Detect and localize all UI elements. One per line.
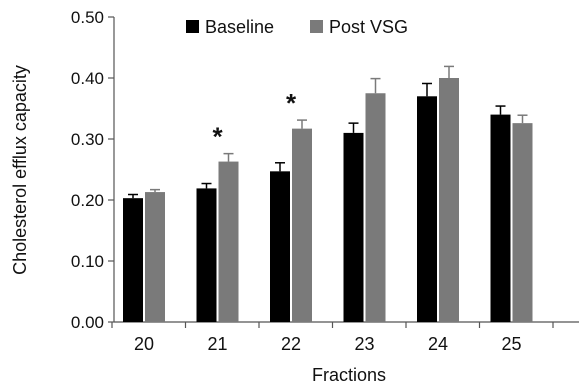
bars <box>123 65 533 322</box>
legend: Baseline Post VSG <box>186 17 408 37</box>
legend-label: Baseline <box>205 17 274 37</box>
y-tick-label: 0.30 <box>71 130 104 149</box>
y-axis-title: Cholesterol efflux capacity <box>10 65 30 275</box>
significance-marker: * <box>212 122 223 152</box>
legend-label: Post VSG <box>329 17 408 37</box>
y-tick-label: 0.00 <box>71 313 104 332</box>
x-axis-title: Fractions <box>312 365 386 385</box>
bar-baseline-23 <box>343 132 364 322</box>
bar-post-vsg-20 <box>145 192 165 322</box>
x-tick-label: 22 <box>281 334 301 354</box>
bar-baseline-21 <box>196 188 217 322</box>
bar-post-vsg-22 <box>292 128 312 322</box>
significance-marker: * <box>286 88 297 118</box>
bar-post-vsg-25 <box>512 123 533 322</box>
bar-baseline-25 <box>490 114 511 322</box>
y-tick-label: 0.10 <box>71 252 104 271</box>
x-tick-label: 23 <box>354 334 374 354</box>
bar-post-vsg-21 <box>218 161 239 322</box>
x-axis: 20 21 22 23 24 25 <box>111 321 579 354</box>
y-axis: 0.00 0.10 0.20 0.30 0.40 0.50 <box>71 8 115 332</box>
bar-post-vsg-23 <box>365 93 386 322</box>
bar-baseline-22 <box>270 171 290 322</box>
legend-swatch <box>310 20 323 33</box>
annotations: ** <box>212 88 297 152</box>
y-tick-label: 0.20 <box>71 191 104 210</box>
legend-swatch <box>186 20 199 33</box>
x-tick-label: 21 <box>207 334 227 354</box>
x-tick-label: 25 <box>501 334 521 354</box>
x-tick-label: 20 <box>134 334 154 354</box>
y-tick-label: 0.40 <box>71 69 104 88</box>
bar-baseline-20 <box>123 198 143 322</box>
y-tick-label: 0.50 <box>71 8 104 27</box>
bar-baseline-24 <box>417 96 437 322</box>
bar-post-vsg-24 <box>439 78 459 322</box>
x-tick-label: 24 <box>428 334 448 354</box>
